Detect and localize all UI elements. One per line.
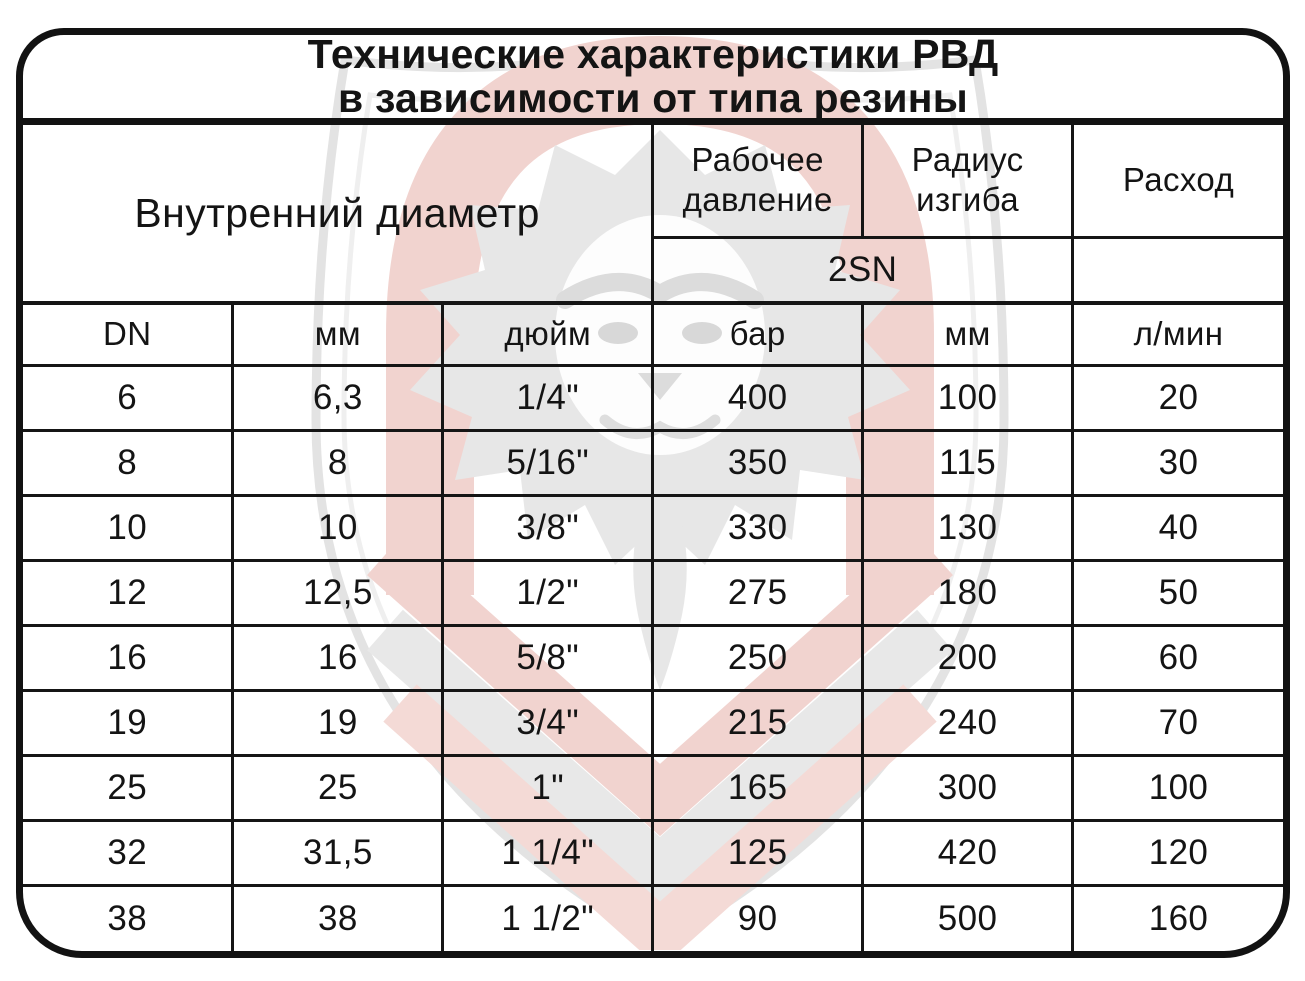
header-flow: Расход (1071, 125, 1283, 239)
column-header-row: DN мм дюйм бар мм л/мин (23, 301, 1283, 367)
table-cell: 200 (861, 624, 1075, 693)
table-header-body: Внутренний диаметр Рабочее давление Ради… (23, 125, 1283, 367)
header-working-pressure: Рабочее давление (651, 125, 865, 239)
table-cell: 20 (1071, 363, 1283, 432)
table-cell: 5/8" (441, 624, 655, 693)
table-cell: 1 1/2" (441, 884, 655, 951)
table-cell: 1/2" (441, 559, 655, 628)
table-cell: 3/4" (441, 689, 655, 758)
column-header-dn: DN (23, 301, 235, 367)
table-cell: 16 (23, 624, 235, 693)
table-body: 6 6,3 1/4" 400 100 20 8 8 5/16" 350 115 30 10 10 3/8" 3… (23, 363, 1283, 951)
table-cell: 6,3 (231, 363, 445, 432)
title-line-2: в зависимости от типа резины (338, 74, 968, 121)
table-cell: 125 (651, 819, 865, 888)
table-cell: 115 (861, 428, 1075, 497)
table-cell: 70 (1071, 689, 1283, 758)
table-cell: 275 (651, 559, 865, 628)
table-cell: 1/4" (441, 363, 655, 432)
header-bend-radius: Радиус изгиба (861, 125, 1075, 239)
table-cell: 19 (23, 689, 235, 758)
table-title: Технические характеристики РВД в зависим… (23, 35, 1283, 125)
table-cell: 215 (651, 689, 865, 758)
table-cell: 10 (231, 493, 445, 563)
table-cell: 12 (23, 559, 235, 628)
table-cell: 1 1/4" (441, 819, 655, 888)
table-cell: 25 (23, 754, 235, 823)
table-cell: 8 (231, 428, 445, 497)
table-row: 10 10 3/8" 330 130 40 (23, 493, 1283, 563)
column-header-mm: мм (231, 301, 445, 367)
table-cell: 19 (231, 689, 445, 758)
table-row: 16 16 5/8" 250 200 60 (23, 624, 1283, 693)
table-cell: 6 (23, 363, 235, 432)
table-row: 32 31,5 1 1/4" 125 420 120 (23, 819, 1283, 888)
table-cell: 1" (441, 754, 655, 823)
spec-table-frame: Технические характеристики РВД в зависим… (16, 28, 1290, 958)
table-cell: 5/16" (441, 428, 655, 497)
table-cell: 38 (231, 884, 445, 951)
table-cell: 12,5 (231, 559, 445, 628)
table-cell: 500 (861, 884, 1075, 951)
hose-type-cell: 2SN (652, 235, 1075, 305)
table-cell: 30 (1071, 428, 1283, 497)
table-cell: 40 (1071, 493, 1283, 563)
table-cell: 330 (651, 493, 865, 563)
table-cell: 160 (1071, 884, 1283, 951)
table-cell: 60 (1071, 624, 1283, 693)
table-cell: 31,5 (231, 819, 445, 888)
table-cell: 100 (1071, 754, 1283, 823)
table-row: 38 38 1 1/2" 90 500 160 (23, 884, 1283, 951)
table-cell: 165 (651, 754, 865, 823)
header-group-row: Внутренний диаметр Рабочее давление Ради… (23, 125, 1283, 305)
table-row: 19 19 3/4" 215 240 70 (23, 689, 1283, 758)
table-cell: 350 (651, 428, 865, 497)
table-row: 6 6,3 1/4" 400 100 20 (23, 363, 1283, 432)
table-cell: 10 (23, 493, 235, 563)
table-cell: 50 (1071, 559, 1283, 628)
table-cell: 100 (861, 363, 1075, 432)
table-row: 8 8 5/16" 350 115 30 (23, 428, 1283, 497)
empty-cell (1071, 235, 1283, 305)
column-header-inch: дюйм (441, 301, 655, 367)
table-cell: 240 (861, 689, 1075, 758)
table-cell: 16 (231, 624, 445, 693)
table-cell: 180 (861, 559, 1075, 628)
spec-table: Внутренний диаметр Рабочее давление Ради… (23, 125, 1283, 951)
table-cell: 300 (861, 754, 1075, 823)
table-cell: 38 (23, 884, 235, 951)
table-row: 12 12,5 1/2" 275 180 50 (23, 559, 1283, 628)
table-row: 25 25 1" 165 300 100 (23, 754, 1283, 823)
column-header-lmin: л/мин (1071, 301, 1283, 367)
table-cell: 3/8" (441, 493, 655, 563)
table-cell: 130 (861, 493, 1075, 563)
column-header-bar: бар (651, 301, 865, 367)
table-cell: 90 (651, 884, 865, 951)
column-header-mm2: мм (861, 301, 1075, 367)
table-cell: 25 (231, 754, 445, 823)
table-cell: 250 (651, 624, 865, 693)
table-cell: 420 (861, 819, 1075, 888)
title-line-1: Технические характеристики РВД (307, 31, 999, 78)
table-cell: 32 (23, 819, 235, 888)
header-inner-diameter: Внутренний диаметр (23, 125, 655, 305)
table-cell: 400 (651, 363, 865, 432)
table-cell: 120 (1071, 819, 1283, 888)
table-cell: 8 (23, 428, 235, 497)
